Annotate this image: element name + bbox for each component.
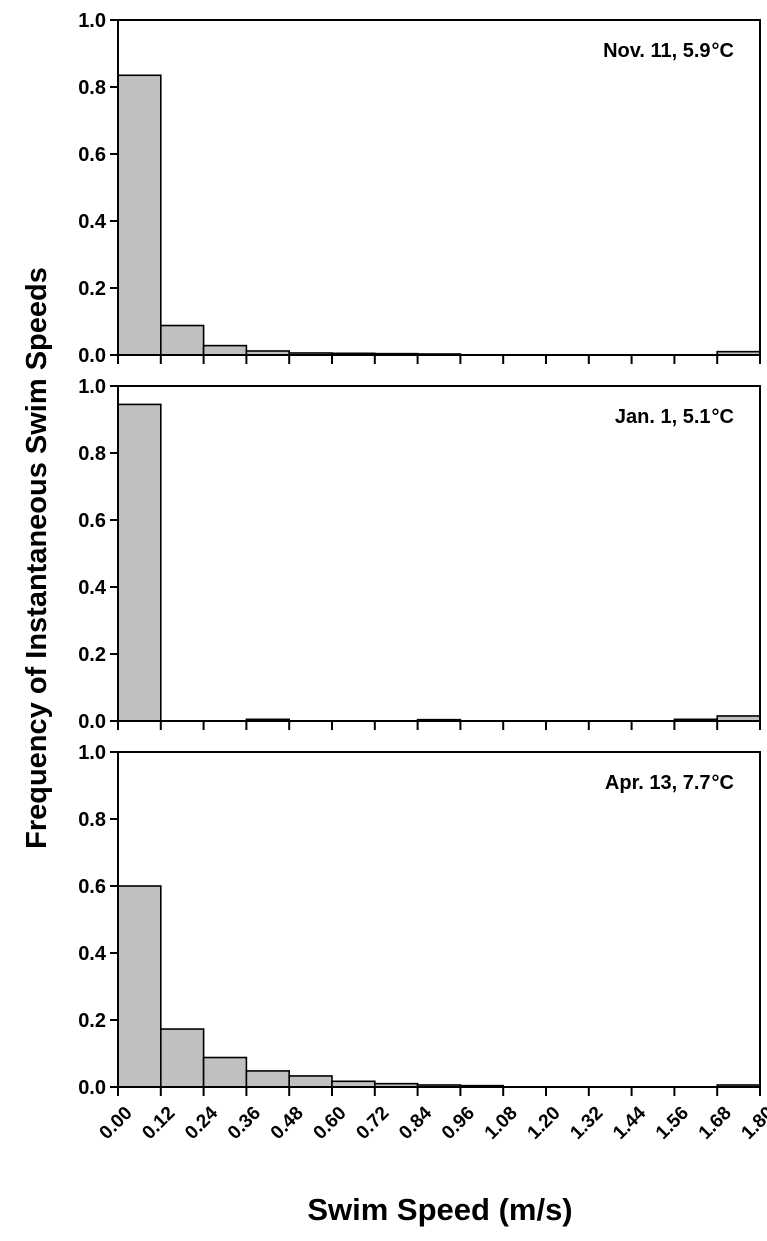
y-tick-label: 0.2 xyxy=(78,644,106,666)
histogram-bar xyxy=(160,1028,205,1088)
histogram-bar xyxy=(288,1075,333,1088)
x-tick-label: 1.56 xyxy=(652,1103,693,1144)
y-tick-label: 0.6 xyxy=(78,876,106,898)
x-tick-label: 0.96 xyxy=(438,1103,479,1144)
histogram-bar xyxy=(160,324,205,356)
x-tick-label: 1.08 xyxy=(481,1103,522,1144)
histogram-bar xyxy=(117,403,162,722)
y-tick-label: 1.0 xyxy=(78,10,106,32)
x-tick-label: 1.80 xyxy=(738,1103,767,1144)
y-tick-label: 0.4 xyxy=(78,943,107,965)
y-tick-label: 1.0 xyxy=(78,376,106,398)
panel-3: 0.0 0.2 0.4 0.6 0.8 1.0 Apr. 13, 7.7°C xyxy=(78,742,761,1099)
y-tick-label: 0.4 xyxy=(78,211,107,233)
y-tick-label: 0.0 xyxy=(78,711,106,733)
x-tick-label: 0.36 xyxy=(224,1103,265,1144)
y-tick-label: 0.8 xyxy=(78,77,106,99)
plot-frame xyxy=(117,385,761,722)
histogram-bar xyxy=(117,885,162,1088)
panel-label: Nov. 11, 5.9°C xyxy=(603,40,734,62)
y-tick-label: 0.6 xyxy=(78,510,106,532)
histogram-bar xyxy=(202,344,248,356)
y-tick-label: 1.0 xyxy=(78,742,106,764)
y-tick-label: 0.4 xyxy=(78,577,107,599)
histogram-bar xyxy=(245,1070,290,1088)
x-tick-label: 1.44 xyxy=(609,1102,650,1143)
y-tick-label: 0.2 xyxy=(78,278,106,300)
y-tick-label: 0.0 xyxy=(78,1077,106,1099)
y-axis-title: Frequency of Instantaneous Swim Speeds xyxy=(21,267,53,849)
x-tick-label: 0.60 xyxy=(310,1103,351,1144)
x-axis-title: Swim Speed (m/s) xyxy=(307,1192,572,1227)
x-tick-label: 0.84 xyxy=(395,1102,436,1143)
x-tick-label: 1.68 xyxy=(695,1103,736,1144)
y-tick-label: 0.2 xyxy=(78,1010,106,1032)
x-tick-label: 1.32 xyxy=(566,1103,607,1144)
panel-label: Jan. 1, 5.1°C xyxy=(615,406,734,428)
plot-frame xyxy=(117,751,761,1088)
panel-2: 0.0 0.2 0.4 0.6 0.8 1.0 Jan. 1, 5.1°C xyxy=(78,376,761,733)
y-tick-label: 0.6 xyxy=(78,144,106,166)
y-tick-label: 0.8 xyxy=(78,443,106,465)
x-tick-label: 0.12 xyxy=(138,1103,179,1144)
panel-label: Apr. 13, 7.7°C xyxy=(605,772,734,794)
y-tick-label: 0.8 xyxy=(78,809,106,831)
plot-frame xyxy=(117,19,761,356)
x-tick-label: 0.24 xyxy=(181,1102,222,1143)
x-tick-label: 0.48 xyxy=(267,1103,308,1144)
x-tick-label: 0.72 xyxy=(352,1103,393,1144)
x-tick-label: 1.20 xyxy=(524,1103,565,1144)
panel-1: 0.0 0.2 0.4 0.6 0.8 1.0 Nov. 11, 5.9°C xyxy=(78,10,761,367)
x-tick-label: 0.00 xyxy=(96,1103,137,1144)
y-tick-label: 0.0 xyxy=(78,345,106,367)
histogram-bar xyxy=(117,74,162,356)
histogram-bar xyxy=(202,1056,248,1088)
